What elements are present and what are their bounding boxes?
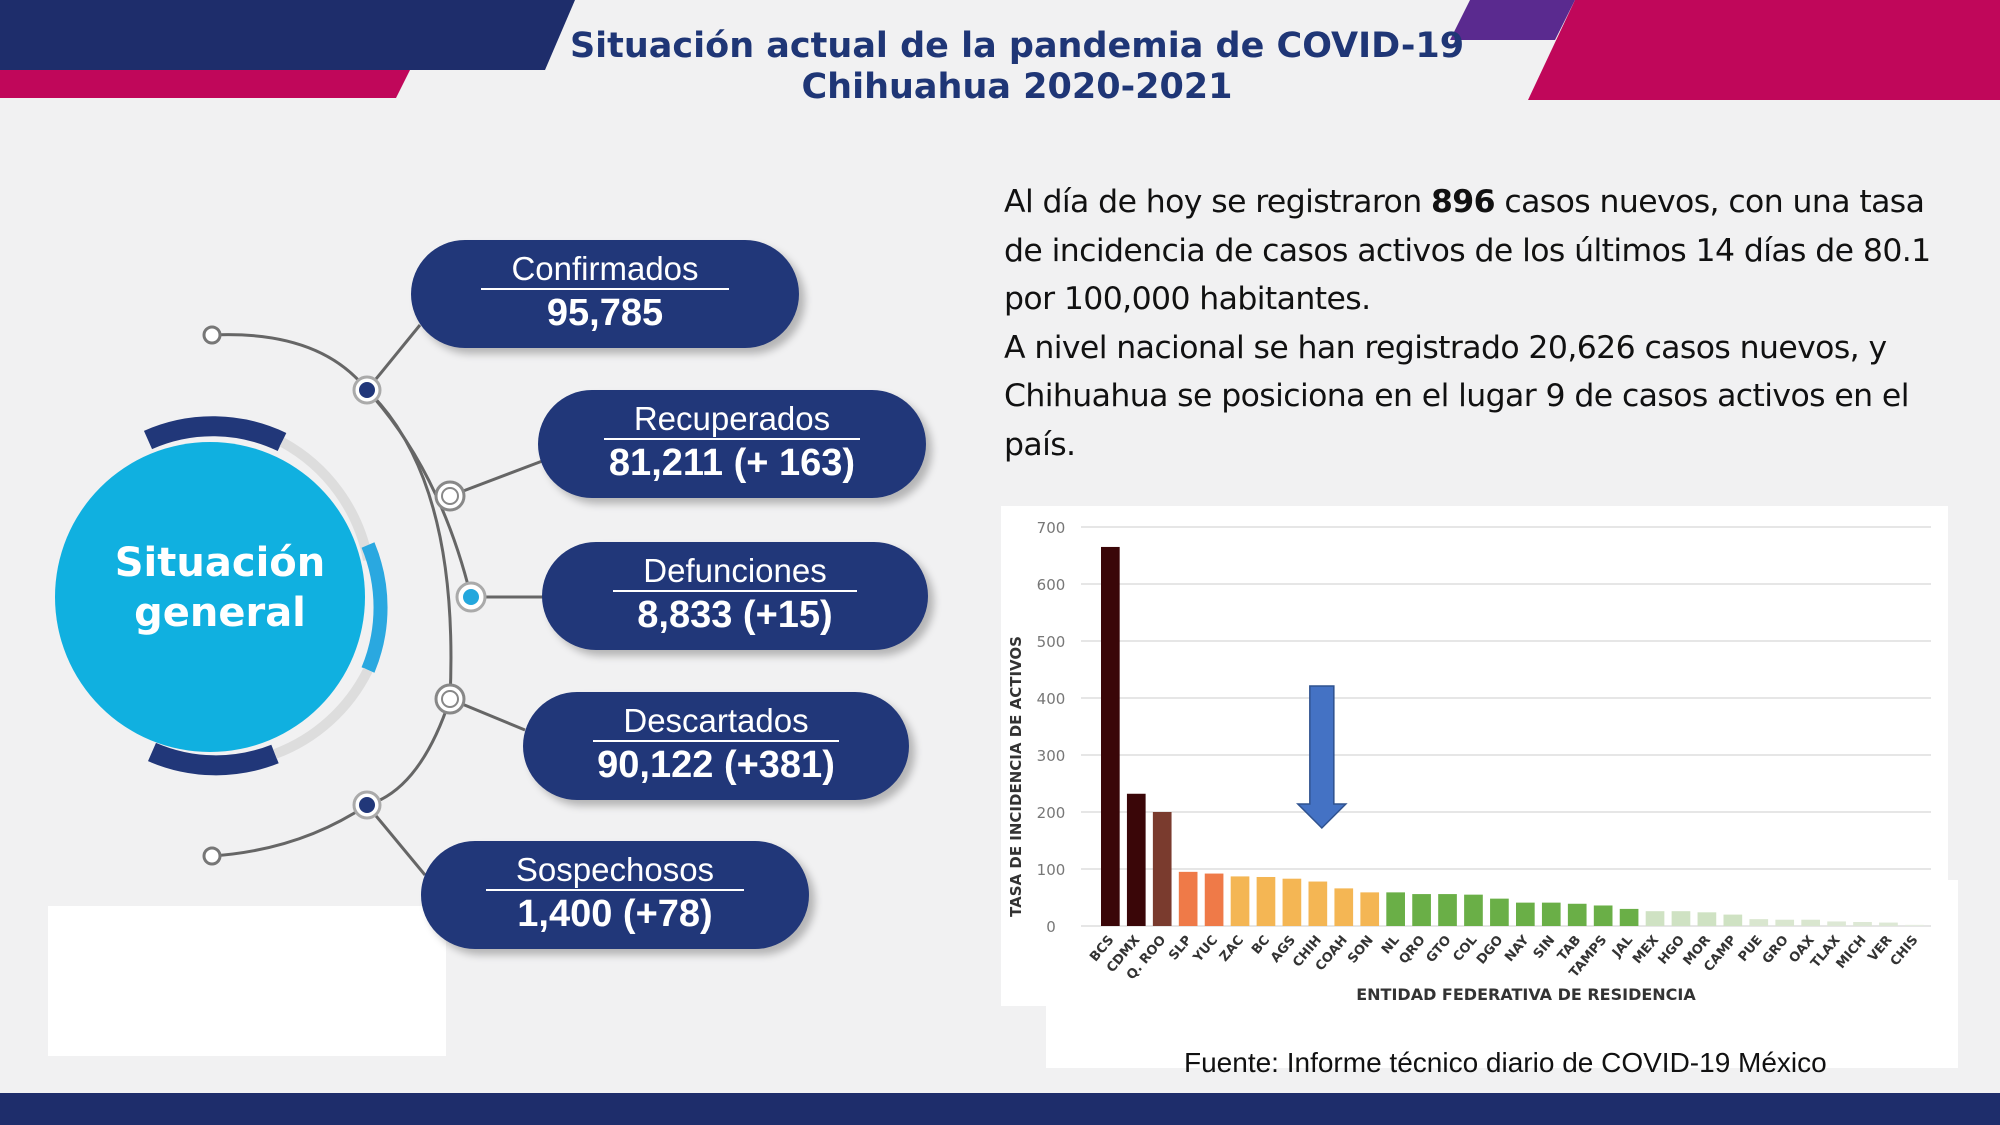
stat-defunciones: Defunciones 8,833 (+15): [542, 542, 928, 650]
header-decoration: [0, 0, 2000, 100]
bar-pue: [1749, 919, 1769, 926]
bar-gro: [1775, 919, 1795, 926]
stat-confirmados: Confirmados 95,785: [411, 240, 799, 348]
x-tick-label: GTO: [1424, 933, 1455, 966]
x-tick-label: NAY: [1502, 932, 1533, 964]
bar-cdmx: [1126, 793, 1146, 926]
bar-gto: [1438, 894, 1457, 926]
circle-label: Situación general: [55, 538, 385, 638]
stat-value: 1,400 (+78): [517, 893, 713, 935]
stat-value: 81,211 (+ 163): [608, 442, 856, 484]
x-tick-label: SIN: [1531, 933, 1559, 962]
bar-mich: [1853, 922, 1872, 926]
bar-nay: [1516, 902, 1535, 926]
bar-ags: [1282, 878, 1302, 926]
bar-mex: [1645, 911, 1665, 926]
bar-zac: [1230, 876, 1250, 926]
stat-recuperados: Recuperados 81,211 (+ 163): [538, 390, 926, 498]
source-note: Fuente: Informe técnico diario de COVID-…: [1184, 1047, 1827, 1078]
y-tick-label: 300: [1037, 747, 1066, 765]
bar-slp: [1178, 871, 1198, 926]
stat-sospechosos: Sospechosos 1,400 (+78): [421, 841, 809, 949]
situacion-general-circle: [55, 442, 365, 752]
summary-paragraph-2: A nivel nacional se han registrado 20,62…: [1004, 329, 1909, 463]
bar-bc: [1256, 876, 1276, 926]
summary-text: Al día de hoy se registraron 896 casos n…: [1004, 178, 1964, 469]
stat-value: 95,785: [546, 292, 664, 334]
page-title: Situación actual de la pandemia de COVID…: [0, 26, 2000, 108]
summary-p1-b: casos nuevos, con una tasa de incidencia…: [1004, 184, 1931, 317]
x-tick-label: CHIS: [1888, 933, 1922, 969]
bar-nl: [1386, 892, 1405, 926]
node-dot: [202, 325, 222, 345]
x-tick-label: MEX: [1630, 933, 1662, 967]
bar-ver: [1879, 922, 1898, 926]
stat-label: Defunciones: [613, 552, 857, 592]
y-tick-label: 500: [1037, 633, 1066, 651]
x-tick-label: YUC: [1190, 933, 1221, 966]
bar-sin: [1541, 902, 1561, 926]
bar-chis: [1905, 924, 1924, 926]
summary-paragraph-1: Al día de hoy se registraron 896 casos n…: [1004, 178, 1964, 324]
stat-label: Recuperados: [603, 400, 861, 440]
bar-yuc: [1204, 873, 1224, 926]
y-tick-label: 0: [1046, 918, 1056, 936]
bar-dgo: [1490, 898, 1509, 926]
y-tick-label: 400: [1037, 690, 1066, 708]
y-axis-label: TASA DE INCIDENCIA DE ACTIVOS: [1007, 636, 1025, 917]
bar-chih: [1308, 881, 1328, 926]
stat-label: Descartados: [593, 702, 839, 742]
bar-mor: [1697, 912, 1717, 926]
bar-jal: [1619, 908, 1639, 926]
y-tick-label: 200: [1037, 804, 1066, 822]
blank-panel: [48, 906, 446, 1056]
x-axis-label: ENTIDAD FEDERATIVA DE RESIDENCIA: [1356, 985, 1696, 1004]
y-tick-label: 100: [1037, 861, 1066, 879]
bar-tab: [1567, 903, 1587, 926]
bar-qro: [1412, 894, 1431, 926]
y-tick-label: 600: [1037, 576, 1066, 594]
highlight-arrow-icon: [1296, 685, 1348, 830]
bar-son: [1360, 892, 1380, 926]
title-line-2: Chihuahua 2020-2021: [801, 67, 1233, 107]
stat-label: Confirmados: [481, 250, 729, 290]
x-tick-label: SLP: [1166, 933, 1195, 963]
x-tick-label: DGO: [1474, 933, 1506, 968]
stat-value: 90,122 (+381): [597, 744, 835, 786]
bar-camp: [1723, 914, 1743, 926]
x-tick-label: GRO: [1760, 933, 1792, 967]
title-line-1: Situación actual de la pandemia de COVID…: [569, 26, 1465, 66]
connector-diagram: [55, 324, 546, 876]
bar-bcs: [1101, 546, 1120, 926]
bar-coah: [1334, 888, 1354, 926]
bar-tamps: [1593, 905, 1613, 926]
bar-oax: [1801, 919, 1820, 926]
x-tick-label: ZAC: [1217, 933, 1247, 965]
bar-qroo: [1152, 812, 1172, 926]
new-cases-count: 896: [1430, 184, 1496, 220]
x-tick-label: PUE: [1736, 933, 1766, 965]
stat-descartados: Descartados 90,122 (+381): [523, 692, 909, 800]
circle-label-line1: Situación: [114, 540, 326, 586]
x-tick-label: SON: [1345, 933, 1377, 967]
summary-p1-a: Al día de hoy se registraron: [1004, 184, 1431, 220]
bar-hgo: [1671, 911, 1691, 926]
x-tick-label: QRO: [1397, 933, 1429, 967]
circle-label-line2: general: [134, 590, 306, 636]
footer-bar: [0, 1093, 2000, 1125]
stat-value: 8,833 (+15): [637, 594, 833, 636]
stat-label: Sospechosos: [485, 851, 745, 891]
bar-col: [1464, 894, 1483, 926]
bar-tlax: [1827, 921, 1846, 926]
y-tick-label: 700: [1037, 519, 1066, 537]
node-dot: [202, 846, 222, 866]
